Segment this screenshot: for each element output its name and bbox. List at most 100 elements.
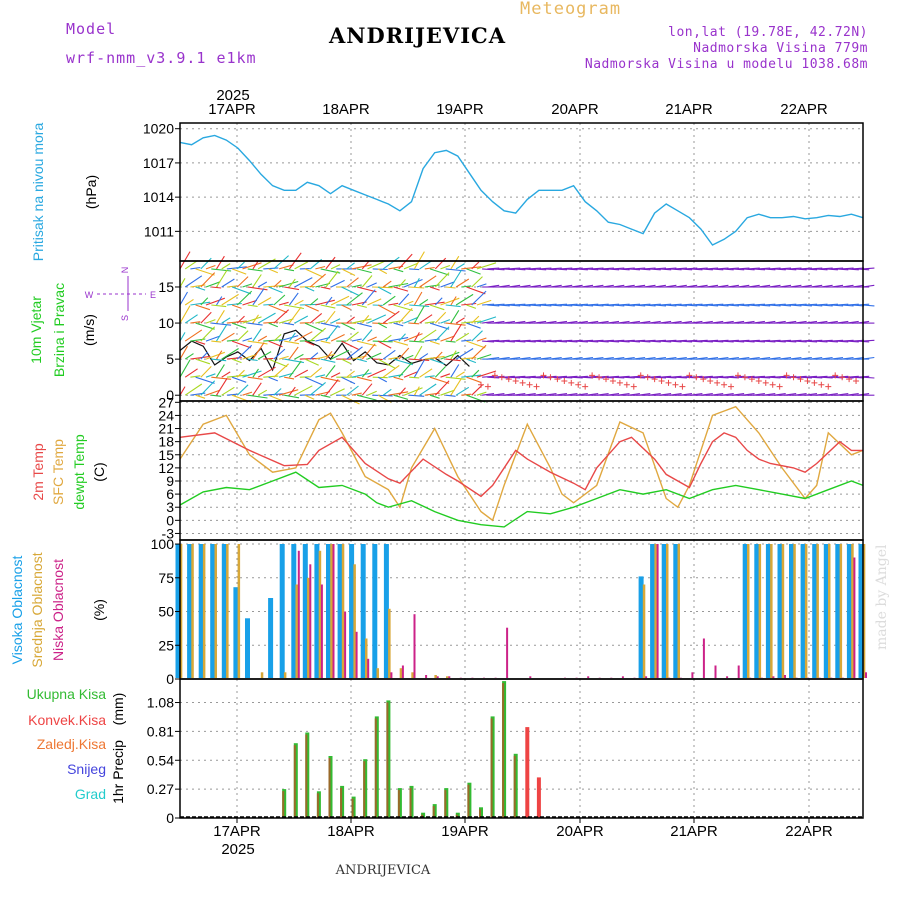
wind-arrow (711, 320, 724, 324)
wind-arrow (434, 351, 443, 360)
ytick-label-3-2: 50 (158, 604, 174, 620)
wind-arrow (226, 285, 237, 288)
gust-marker (714, 379, 721, 386)
wind-arrow (429, 268, 450, 276)
wind-arrow (560, 356, 573, 360)
wind-arrow (450, 364, 460, 378)
wind-arrow (763, 393, 776, 396)
wind-arrow (268, 376, 279, 382)
ytick-label-2-7: 18 (158, 434, 174, 450)
wind-arrow (263, 303, 274, 306)
wind-arrow (226, 357, 242, 360)
gust-marker (651, 376, 658, 383)
gust-marker (644, 374, 651, 381)
legend-frozen-rain: Zaledj.Kisa (37, 736, 106, 752)
cloud-bar-2-18 (529, 676, 532, 678)
wind-arrow (403, 300, 414, 306)
wind-arrow (508, 356, 521, 360)
wind-arrow (846, 320, 859, 324)
wind-arrow (680, 393, 693, 396)
cloud-bar-1-24 (677, 544, 680, 678)
wind-arrow (356, 322, 372, 328)
wind-arrow (367, 298, 382, 306)
wind-arrow (419, 353, 429, 360)
ytick-label-3-3: 75 (158, 570, 174, 586)
cloud-bar-1-13 (353, 564, 356, 678)
cloud-bar-1-21 (642, 584, 646, 678)
gust-marker (790, 374, 797, 381)
cloud-bar-0-16 (372, 544, 378, 678)
text-layer: 2025 2025 ANDRIJEVICA made by Angel Prit… (9, 87, 890, 878)
wind-arrow (424, 321, 435, 324)
wind-arrow (190, 375, 201, 378)
wind-arrow (377, 322, 388, 329)
wind-arrow (440, 297, 460, 306)
gust-marker (839, 374, 846, 381)
wind-arrow (534, 393, 547, 396)
wind-arrow (377, 358, 396, 369)
wind-arrow (429, 322, 450, 330)
wind-arrow (565, 393, 578, 396)
wind-arrow (726, 284, 739, 288)
top-year-label: 2025 (216, 87, 249, 104)
wind-arrow (252, 314, 259, 324)
cloud-bar-1-14 (365, 638, 368, 678)
wind-arrow (361, 329, 373, 342)
wind-arrow (799, 284, 812, 288)
precip-bar-inner-6 (351, 798, 354, 818)
gust-marker (554, 376, 561, 383)
wind-arrow (450, 269, 462, 288)
wind-arrow (440, 351, 460, 360)
wind-arrow (403, 278, 423, 288)
wind-arrow (607, 320, 620, 324)
wind-arrow (680, 320, 693, 324)
wind-arrow (361, 383, 373, 396)
wind-arrow (278, 372, 294, 378)
cloud-bar-2-26 (645, 676, 648, 678)
conv-precip-bar-1 (536, 777, 541, 818)
wind-arrow (492, 393, 505, 396)
gust-marker (603, 376, 610, 383)
wind-arrow (429, 358, 445, 365)
wind-arrow (346, 262, 355, 270)
wind-arrow (330, 388, 345, 396)
wind-arrow (278, 355, 289, 360)
wind-arrow (706, 356, 719, 360)
wind-arrow (455, 317, 465, 324)
cloud-bar-2-10 (425, 675, 428, 678)
wind-arrow (825, 393, 838, 396)
wind-arrow (393, 286, 409, 292)
ytick-label-2-2: 3 (166, 499, 174, 515)
wind-arrow (612, 284, 625, 288)
gust-marker (818, 381, 825, 388)
wind-arrow (851, 356, 864, 360)
wind-arrow (445, 394, 456, 397)
wind-arrow (763, 320, 776, 324)
wind-arrow (669, 320, 682, 324)
wind-arrow (226, 374, 247, 378)
wind-arrow (221, 263, 231, 270)
wind-arrow (236, 276, 249, 288)
ytick-label-4-1: 0.27 (147, 781, 174, 797)
wind-arrow (429, 340, 440, 345)
wind-arrow (221, 278, 235, 288)
wind-arrow (341, 286, 360, 297)
wind-arrow (497, 356, 510, 360)
wind-arrow (315, 320, 326, 324)
ytick-label-2-4: 9 (166, 473, 174, 489)
gust-marker (721, 381, 728, 388)
wind-arrow (732, 393, 745, 396)
wind-arrow (330, 372, 341, 378)
cloud-bar-0-4 (221, 544, 227, 678)
wind-arrow (596, 393, 609, 396)
wind-arrow (216, 269, 228, 288)
wind-arrow (205, 297, 225, 306)
wind-arrow (482, 393, 495, 396)
gust-marker (505, 376, 512, 383)
wind-arrow (309, 312, 323, 324)
ytick-label-2-0: -3 (162, 525, 175, 541)
wind-arrow (487, 356, 500, 360)
wind-arrow (586, 320, 599, 324)
gust-marker (748, 376, 755, 383)
gust-marker (672, 381, 679, 388)
